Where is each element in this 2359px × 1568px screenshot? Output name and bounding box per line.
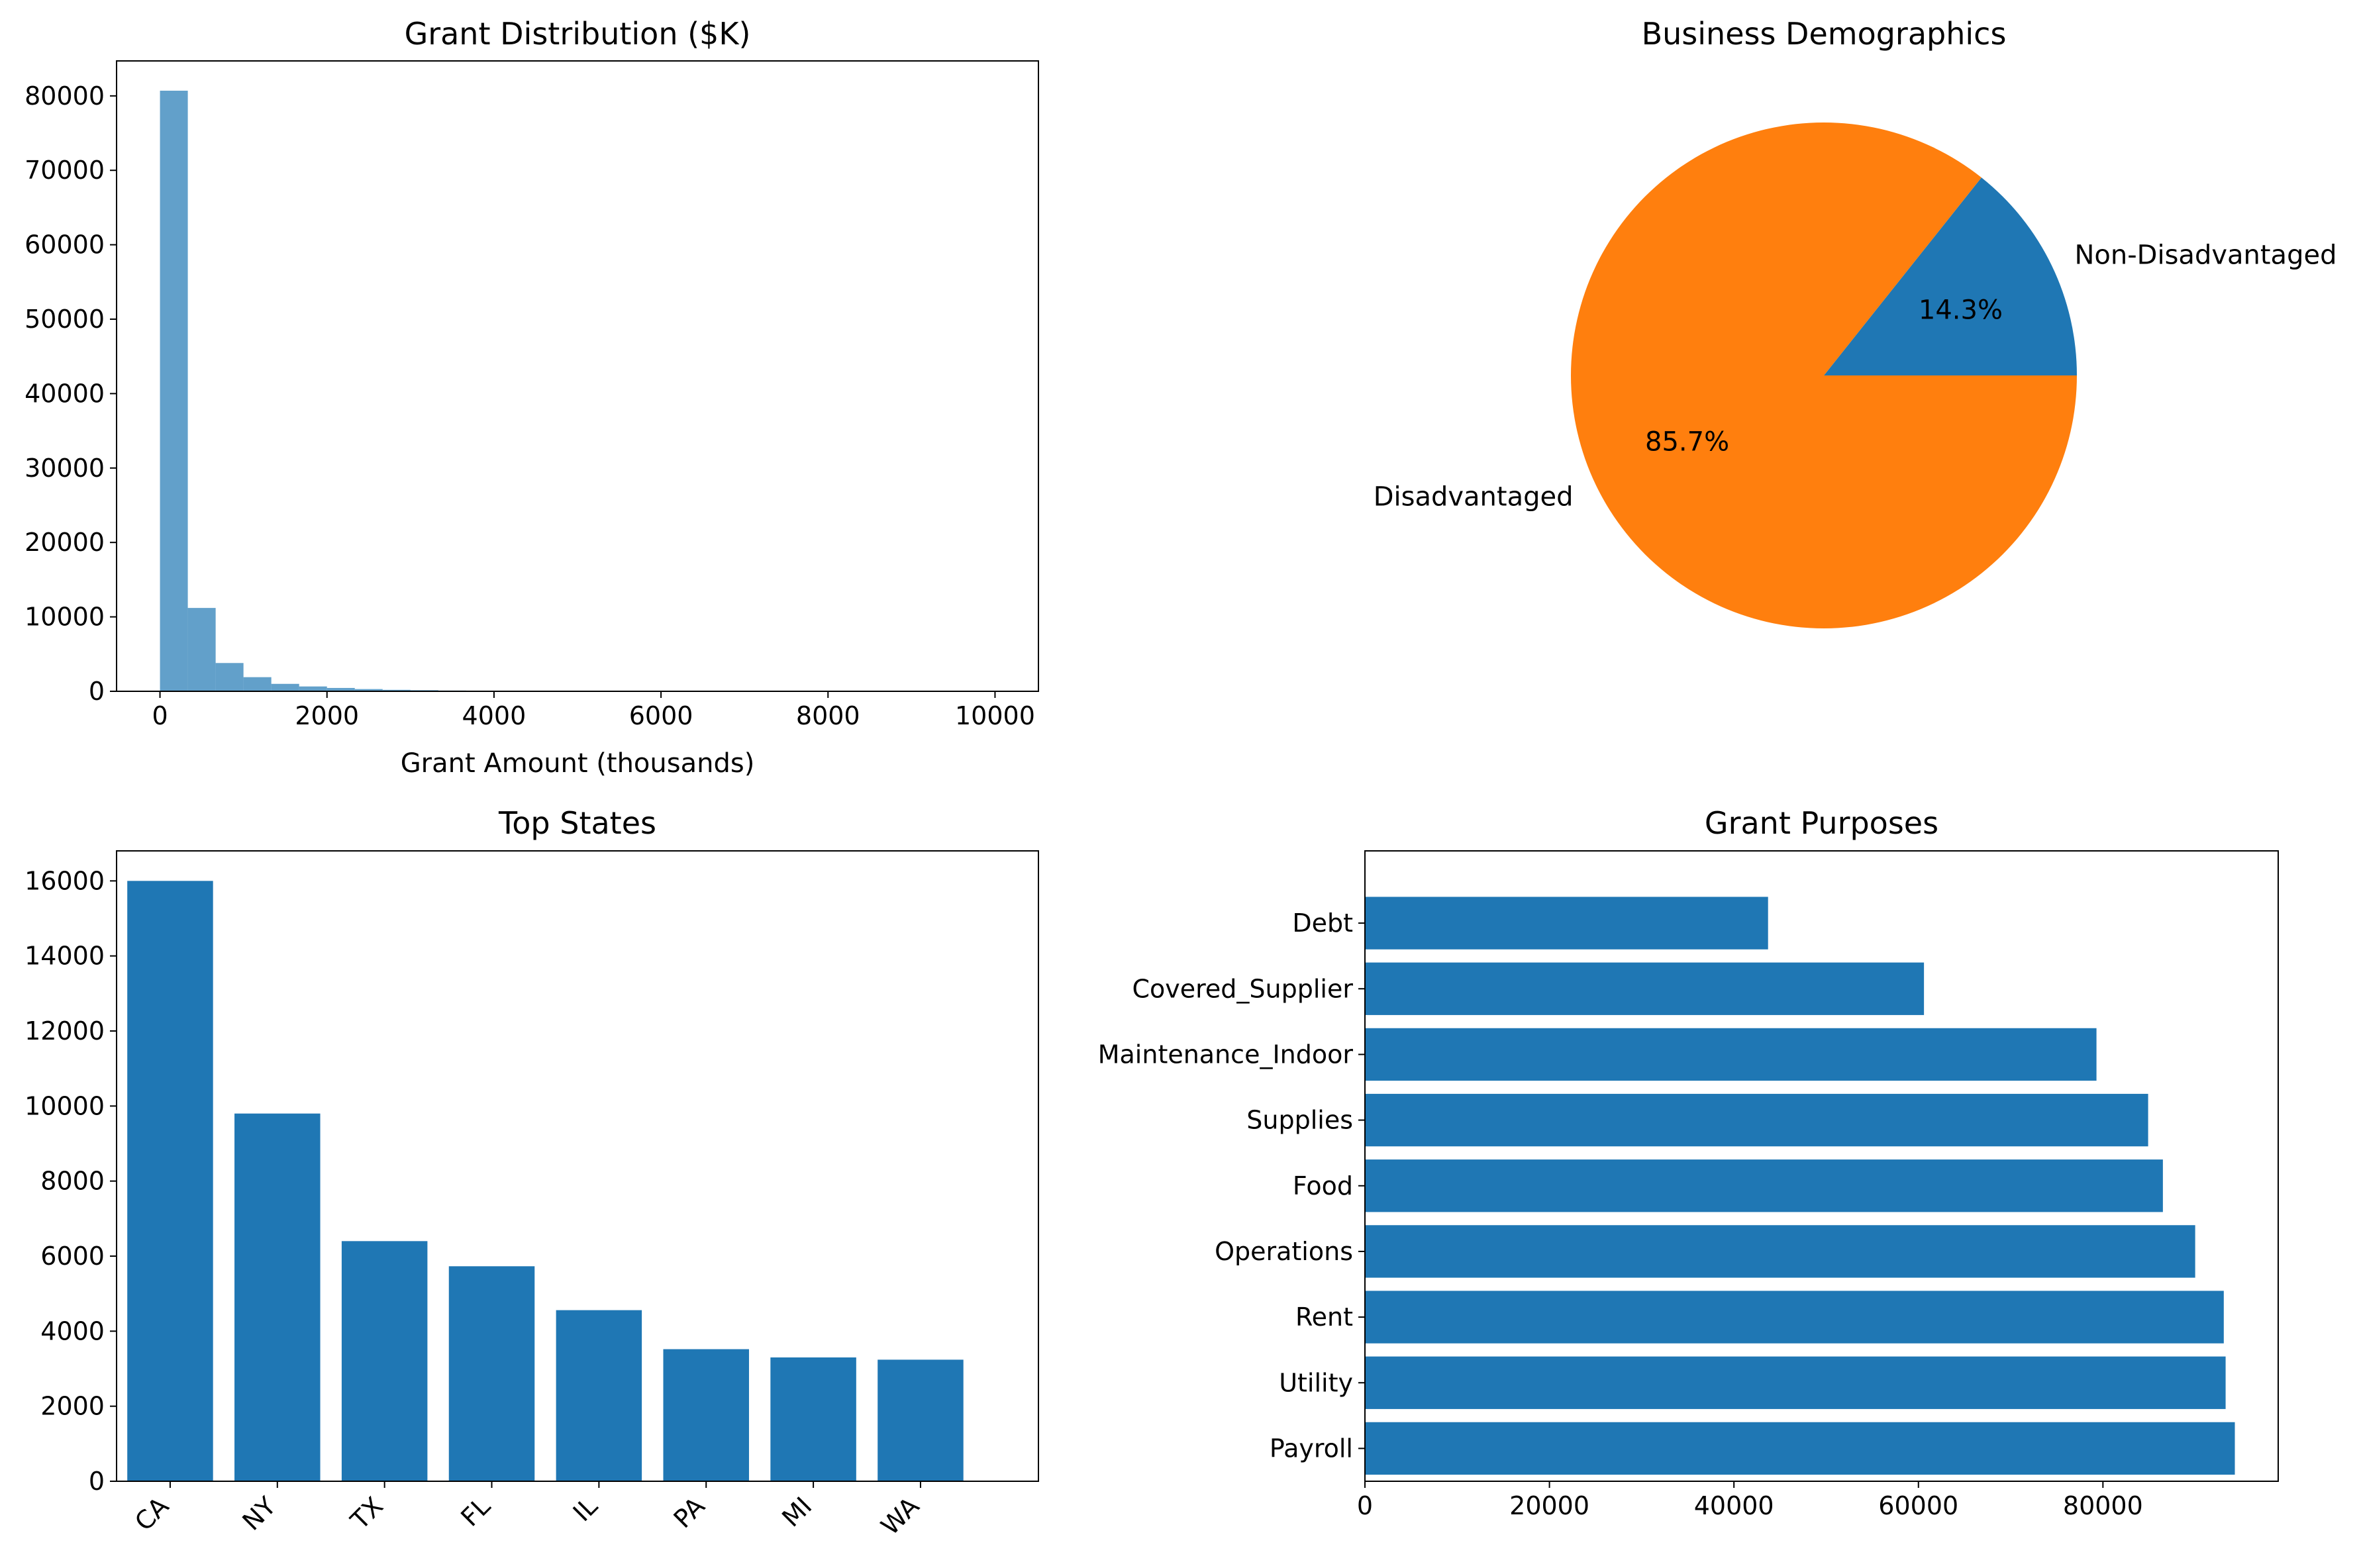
y-tick-label: 10000	[25, 603, 105, 632]
y-tick-label: 60000	[25, 230, 105, 260]
y-tick-label: 12000	[25, 1016, 105, 1046]
x-tick-label: 10000	[955, 701, 1035, 730]
y-tick-label: 14000	[25, 942, 105, 971]
x-tick-label: 8000	[796, 701, 860, 730]
y-tick-label: 10000	[25, 1091, 105, 1120]
x-tick-label: 40000	[1694, 1491, 1774, 1520]
y-tick-label: 8000	[40, 1167, 105, 1196]
state-bar	[341, 1241, 428, 1481]
histogram-bar	[215, 663, 244, 691]
state-bar	[556, 1310, 642, 1481]
chart-title: Top States	[498, 805, 656, 841]
histogram-bar	[299, 686, 327, 691]
state-bar	[234, 1113, 321, 1481]
y-tick-label: 50000	[25, 305, 105, 334]
state-bar	[127, 881, 213, 1481]
y-tick-label: 4000	[40, 1316, 105, 1346]
y-tick-label: 2000	[40, 1392, 105, 1421]
chart-title: Business Demographics	[1642, 16, 2007, 52]
x-tick-label: 4000	[462, 701, 527, 730]
axes-frame	[116, 60, 1039, 692]
state-bar	[878, 1359, 964, 1481]
histogram-bar	[160, 90, 188, 691]
y-tick-label: Supplies	[1246, 1106, 1353, 1135]
histogram-bar	[326, 687, 355, 691]
purpose-bar	[1365, 1093, 2148, 1147]
y-tick-label: Debt	[1292, 908, 1353, 938]
state-bar	[663, 1349, 749, 1481]
histogram-bar	[271, 683, 299, 691]
x-tick-label: 2000	[295, 701, 359, 730]
histogram-panel: 0 2000 4000 6000 8000 10000 0 10000 20000 30000 40…	[25, 16, 1039, 779]
state-bar	[448, 1266, 535, 1481]
axes-frame	[116, 850, 1039, 1482]
histogram-bar	[382, 689, 411, 691]
pie-percent-label: 85.7%	[1645, 427, 1729, 458]
pie-slice	[1824, 177, 2077, 375]
y-tick-label: Food	[1293, 1171, 1353, 1200]
pie-slice	[1571, 122, 2077, 628]
y-tick-label: 16000	[25, 866, 105, 895]
x-tick-label: 80000	[2063, 1491, 2143, 1520]
chart-title: Grant Distribution ($K)	[405, 16, 751, 52]
x-tick-label: 0	[152, 701, 168, 730]
x-axis-label: Grant Amount (thousands)	[401, 748, 755, 779]
y-tick-label: 30000	[25, 454, 105, 483]
chart-title: Grant Purposes	[1705, 805, 1938, 841]
y-tick-label: 6000	[40, 1242, 105, 1271]
purpose-bar	[1365, 1291, 2224, 1344]
purpose-bar	[1365, 962, 1925, 1015]
pie-category-label: Disadvantaged	[1374, 481, 1574, 512]
axes-frame	[1364, 850, 2279, 1482]
purpose-bar	[1365, 897, 1768, 950]
y-tick-label: 0	[89, 677, 105, 706]
purposes-bar-panel: Payroll Utility Rent Operations Food Supplies…	[1098, 805, 2279, 1520]
purpose-bar	[1365, 1356, 2226, 1409]
purpose-bar	[1365, 1422, 2235, 1475]
x-tick-label: 0	[1357, 1491, 1373, 1520]
x-tick-label: 20000	[1509, 1491, 1589, 1520]
y-tick-label: Utility	[1279, 1368, 1353, 1397]
y-tick-label: 70000	[25, 156, 105, 185]
y-tick-label: 40000	[25, 379, 105, 408]
pie-panel: Non-Disadvantaged 14.3% Disadvantaged 85.7%…	[1374, 16, 2337, 628]
y-tick-label: 80000	[25, 81, 105, 111]
purpose-bar	[1365, 1225, 2195, 1278]
state-bar	[770, 1357, 856, 1481]
x-tick-label: 6000	[629, 701, 693, 730]
y-tick-label: Covered_Supplier	[1132, 974, 1353, 1003]
histogram-bar	[243, 677, 272, 691]
y-tick-label: Maintenance_Indoor	[1098, 1040, 1354, 1069]
y-tick-label: Payroll	[1270, 1434, 1353, 1463]
y-tick-label: 0	[89, 1467, 105, 1496]
purpose-bar	[1365, 1028, 2097, 1081]
histogram-bar	[354, 689, 383, 691]
y-tick-label: Operations	[1215, 1237, 1353, 1266]
pie-percent-label: 14.3%	[1919, 295, 2003, 325]
y-tick-label: Rent	[1295, 1302, 1353, 1332]
y-tick-label: 20000	[25, 528, 105, 557]
x-tick-label: 60000	[1878, 1491, 1958, 1520]
purpose-bar	[1365, 1159, 2163, 1212]
histogram-bar	[187, 608, 216, 691]
pie-category-label: Non-Disadvantaged	[2075, 240, 2337, 271]
